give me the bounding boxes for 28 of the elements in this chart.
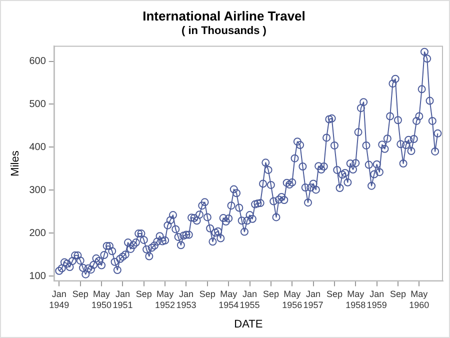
x-tick-label: Jan 1959: [366, 289, 387, 310]
y-tick-label: 400: [29, 142, 46, 153]
chart-subtitle: ( in Thousands ): [182, 25, 267, 38]
y-tick-label: 500: [29, 98, 46, 110]
x-tick-label: Jan 1949: [49, 289, 70, 310]
x-tick-label: May 1954: [218, 289, 239, 310]
x-tick-label: Jan 1951: [112, 289, 133, 310]
x-tick-label: Sep: [136, 289, 152, 300]
y-axis-title: Miles: [10, 150, 22, 176]
x-tick-label: Jan 1955: [240, 289, 260, 310]
x-tick-label: May 1952: [155, 289, 176, 310]
y-tick-label: 100: [29, 270, 46, 282]
y-tick-label: 200: [29, 228, 46, 239]
x-tick-label: Sep: [72, 289, 88, 300]
x-tick-label: Jan 1957: [303, 289, 324, 310]
chart-title: International Airline Travel: [142, 8, 306, 24]
x-tick-label: Sep: [262, 289, 279, 300]
x-tick-label: May 1956: [282, 289, 302, 310]
x-tick-label: Sep: [326, 289, 342, 300]
x-tick-label: Sep: [390, 289, 406, 300]
x-tick-label: May 1960: [409, 289, 430, 310]
x-tick-label: Jan 1953: [176, 289, 196, 310]
x-tick-label: Sep: [199, 289, 216, 300]
x-tick-label: May 1950: [92, 289, 112, 310]
x-axis-title: DATE: [234, 318, 263, 330]
y-tick-label: 600: [29, 56, 46, 68]
x-tick-label: May 1958: [346, 289, 366, 310]
y-tick-label: 300: [29, 184, 46, 196]
